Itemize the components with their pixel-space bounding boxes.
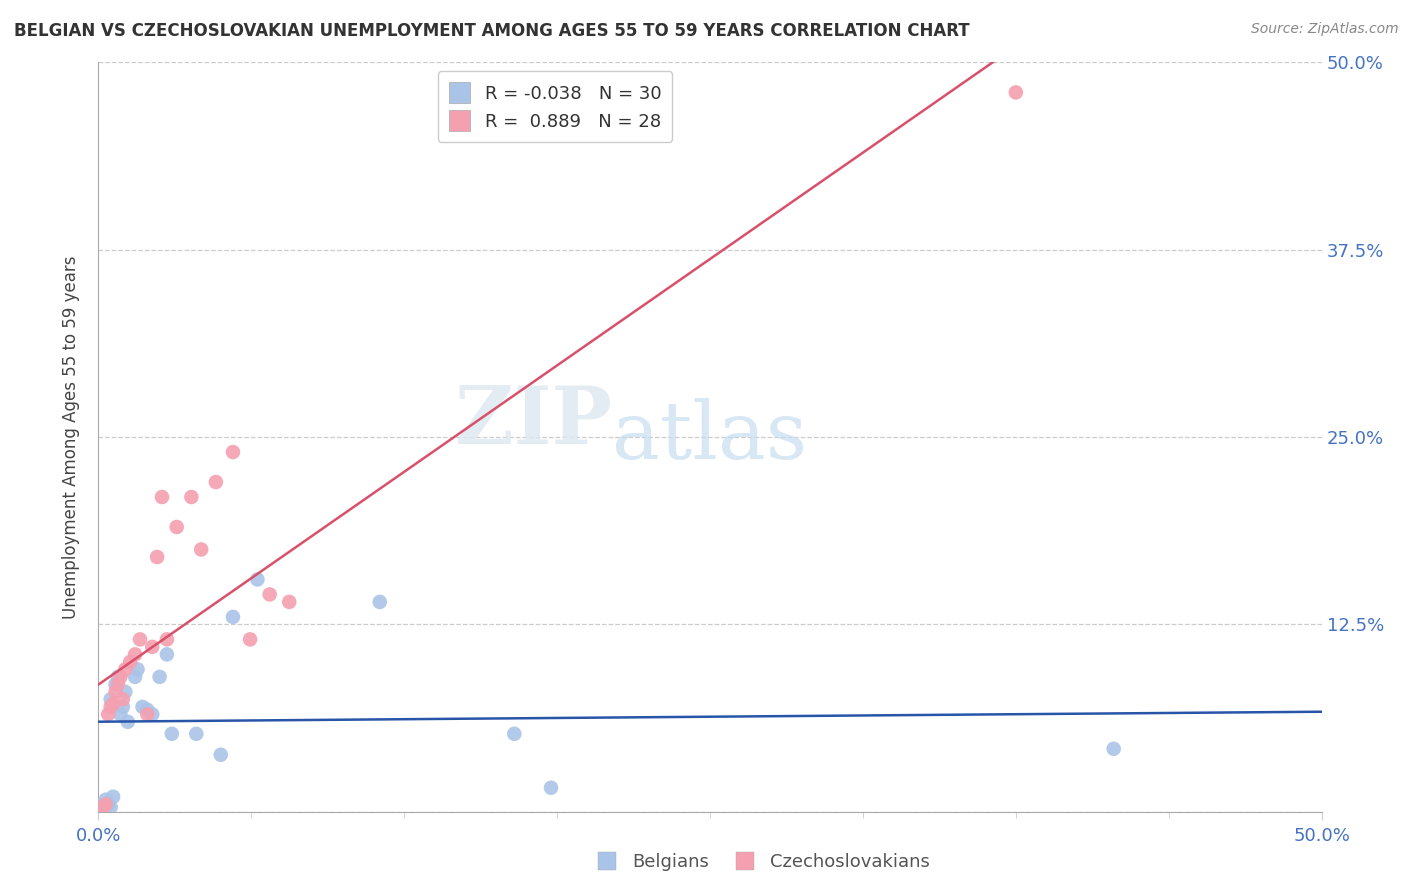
Point [205, 475, 228, 489]
Point [156, 632, 179, 647]
Point [97, 797, 120, 812]
Point [101, 697, 124, 711]
Point [111, 699, 134, 714]
Point [278, 595, 301, 609]
Point [209, 747, 232, 762]
Point [246, 573, 269, 587]
Point [1102, 741, 1125, 756]
Point [114, 685, 136, 699]
Point [166, 520, 188, 534]
Point [222, 445, 245, 459]
Y-axis label: Unemployment Among Ages 55 to 59 years: Unemployment Among Ages 55 to 59 years [62, 255, 80, 619]
Text: atlas: atlas [612, 398, 807, 476]
Point [97, 707, 120, 722]
Point [141, 707, 163, 722]
Point [368, 595, 391, 609]
Point [540, 780, 562, 795]
Point [141, 640, 163, 654]
Point [101, 789, 124, 804]
Point [90, 802, 112, 816]
Point [107, 670, 129, 684]
Point [100, 699, 122, 714]
Point [190, 542, 212, 557]
Point [131, 699, 153, 714]
Point [222, 610, 245, 624]
Point [94, 793, 117, 807]
Point [146, 549, 169, 564]
Point [100, 800, 122, 814]
Point [120, 655, 142, 669]
Point [156, 648, 179, 662]
Point [104, 685, 127, 699]
Point [124, 670, 146, 684]
Text: Source: ZipAtlas.com: Source: ZipAtlas.com [1251, 22, 1399, 37]
Point [104, 677, 127, 691]
Point [114, 662, 136, 676]
Point [186, 727, 208, 741]
Point [110, 707, 132, 722]
Point [111, 692, 134, 706]
Point [127, 662, 149, 676]
Point [136, 703, 159, 717]
Point [91, 802, 114, 816]
Point [91, 800, 114, 814]
Point [136, 707, 159, 722]
Point [160, 727, 183, 741]
Point [117, 714, 139, 729]
Point [124, 648, 146, 662]
Point [150, 490, 173, 504]
Point [149, 670, 172, 684]
Point [503, 727, 526, 741]
Text: BELGIAN VS CZECHOSLOVAKIAN UNEMPLOYMENT AMONG AGES 55 TO 59 YEARS CORRELATION CH: BELGIAN VS CZECHOSLOVAKIAN UNEMPLOYMENT … [14, 22, 970, 40]
Point [94, 800, 117, 814]
Point [1004, 86, 1026, 100]
Point [107, 677, 129, 691]
Point [239, 632, 262, 647]
Point [90, 798, 112, 813]
Text: ZIP: ZIP [456, 383, 612, 461]
Point [129, 632, 152, 647]
Legend: R = -0.038   N = 30, R =  0.889   N = 28: R = -0.038 N = 30, R = 0.889 N = 28 [437, 71, 672, 142]
Point [259, 587, 281, 601]
Point [180, 490, 202, 504]
Point [110, 670, 132, 684]
Legend: Belgians, Czechoslovakians: Belgians, Czechoslovakians [581, 847, 938, 879]
Point [94, 797, 117, 812]
Point [100, 692, 122, 706]
